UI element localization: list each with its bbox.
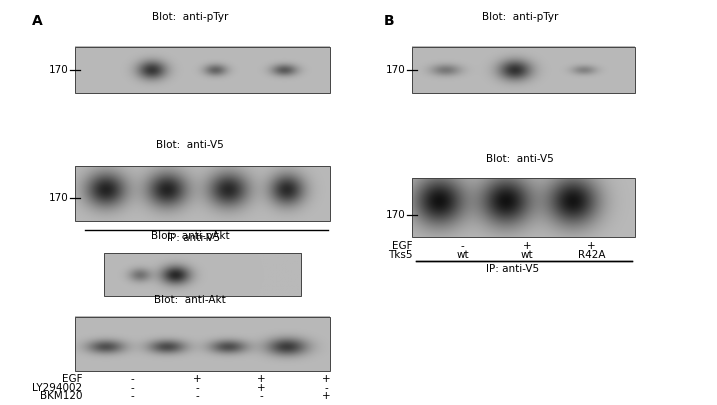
- Text: Tks5: Tks5: [388, 250, 412, 260]
- Text: IP: anti-V5: IP: anti-V5: [167, 233, 220, 243]
- Text: -: -: [130, 383, 135, 393]
- Text: +: +: [322, 375, 331, 384]
- Bar: [104, 253, 301, 296]
- Text: Blot:  anti-V5: Blot: anti-V5: [156, 140, 224, 150]
- Text: -: -: [260, 392, 264, 401]
- Text: Blot:  anti-pTyr: Blot: anti-pTyr: [482, 12, 558, 22]
- Text: -: -: [460, 241, 465, 251]
- Bar: [75, 47, 330, 93]
- Text: -: -: [195, 392, 199, 401]
- Text: LY294002: LY294002: [32, 383, 82, 393]
- Bar: [75, 166, 330, 221]
- Text: -: -: [130, 375, 135, 384]
- Text: IP: anti-V5: IP: anti-V5: [486, 264, 539, 275]
- Text: -: -: [130, 392, 135, 401]
- Text: R42A: R42A: [578, 250, 605, 260]
- Text: EGF: EGF: [391, 241, 412, 251]
- Text: B: B: [384, 14, 394, 28]
- Bar: [412, 178, 635, 237]
- Text: +: +: [322, 392, 331, 401]
- Text: wt: wt: [456, 250, 469, 260]
- Text: 170: 170: [48, 65, 68, 75]
- Text: +: +: [587, 241, 596, 251]
- Text: +: +: [257, 375, 266, 384]
- Text: A: A: [32, 14, 43, 28]
- Text: +: +: [523, 241, 531, 251]
- Text: Blot:  anti-pAkt: Blot: anti-pAkt: [151, 231, 229, 241]
- Text: +: +: [193, 375, 201, 384]
- Text: 170: 170: [385, 210, 405, 220]
- Text: EGF: EGF: [62, 375, 82, 384]
- Text: Blot:  anti-V5: Blot: anti-V5: [486, 154, 554, 164]
- Text: Blot:  anti-Akt: Blot: anti-Akt: [154, 294, 226, 305]
- Bar: [75, 317, 330, 371]
- Text: +: +: [257, 383, 266, 393]
- Text: 170: 170: [48, 193, 68, 203]
- Text: 170: 170: [385, 65, 405, 75]
- Text: Blot:  anti-pTyr: Blot: anti-pTyr: [152, 12, 228, 22]
- Bar: [412, 47, 635, 93]
- Text: wt: wt: [521, 250, 533, 260]
- Text: -: -: [324, 383, 328, 393]
- Text: BKM120: BKM120: [40, 392, 82, 401]
- Text: -: -: [195, 383, 199, 393]
